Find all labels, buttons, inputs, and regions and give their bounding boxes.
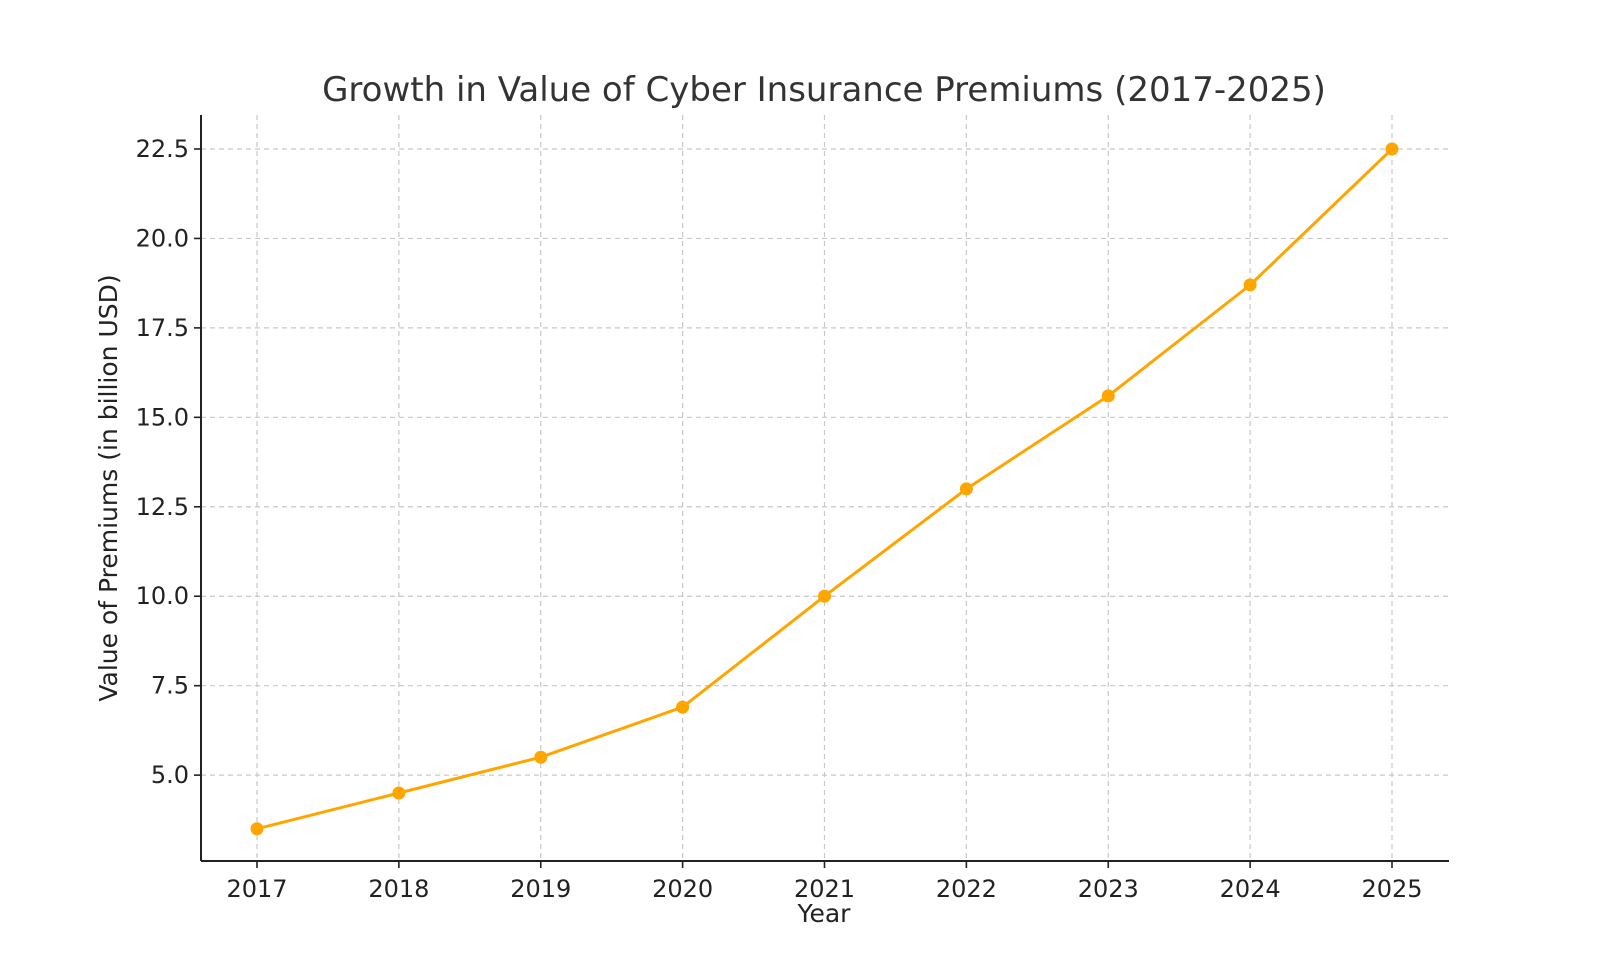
x-tick-label: 2018 <box>368 875 429 903</box>
data-point <box>1243 278 1257 292</box>
y-tick-label: 15.0 <box>136 403 189 431</box>
x-tick-label: 2021 <box>794 875 855 903</box>
grid <box>201 115 1449 861</box>
data-point <box>1101 389 1115 403</box>
y-tick-label: 17.5 <box>136 314 189 342</box>
x-tick-label: 2025 <box>1361 875 1422 903</box>
x-tick-label: 2023 <box>1078 875 1139 903</box>
y-axis-ticks: 5.0 7.5 10.0 12.5 15.0 17.5 20.0 22.5 <box>136 135 201 789</box>
y-tick-label: 22.5 <box>136 135 189 163</box>
x-tick-label: 2022 <box>936 875 997 903</box>
x-tick-label: 2020 <box>652 875 713 903</box>
data-point <box>959 482 973 496</box>
x-tick-label: 2024 <box>1220 875 1281 903</box>
y-tick-label: 10.0 <box>136 582 189 610</box>
data-point <box>250 822 264 836</box>
x-axis-ticks: 2017 2018 2019 2020 2021 2022 2023 2024 2025 <box>226 861 1423 903</box>
data-point <box>818 589 831 603</box>
y-tick-label: 7.5 <box>151 672 189 700</box>
data-point <box>534 750 548 764</box>
x-tick-label: 2017 <box>226 875 287 903</box>
y-tick-label: 5.0 <box>151 761 189 789</box>
x-axis-label: Year <box>797 899 852 928</box>
x-tick-label: 2019 <box>510 875 571 903</box>
chart-title: Growth in Value of Cyber Insurance Premi… <box>322 70 1326 110</box>
y-tick-label: 20.0 <box>136 224 189 252</box>
data-point <box>392 786 406 800</box>
data-point <box>1385 142 1399 156</box>
y-axis-label: Value of Premiums (in billion USD) <box>94 274 123 701</box>
y-tick-label: 12.5 <box>136 493 189 521</box>
series <box>250 142 1399 836</box>
data-point <box>676 700 690 714</box>
